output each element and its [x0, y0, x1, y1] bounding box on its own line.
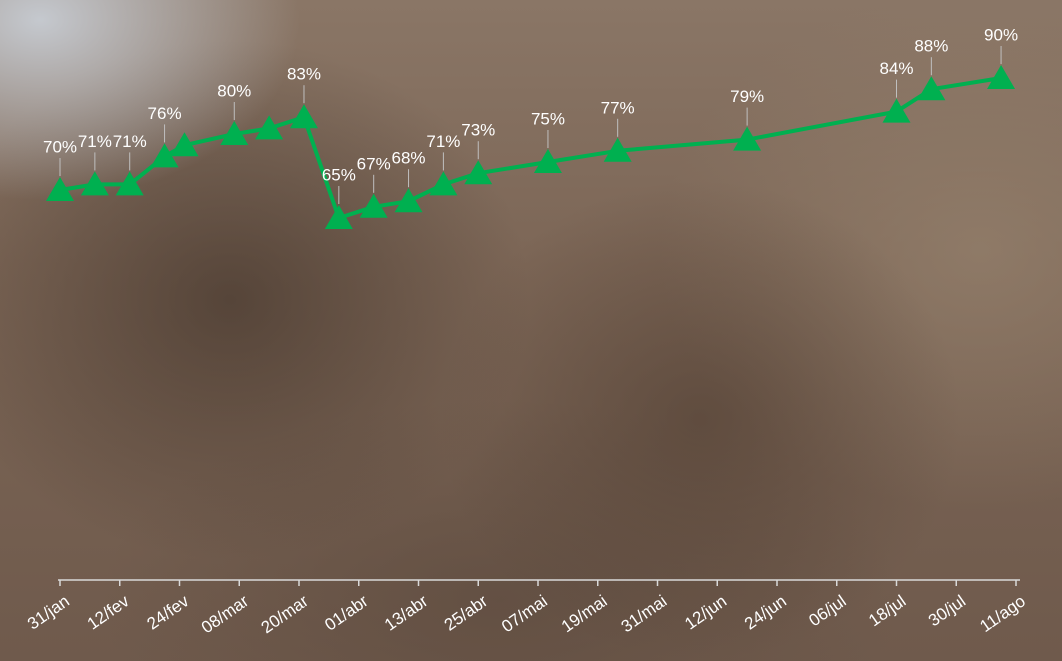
- x-tick-label: 01/abr: [321, 591, 372, 634]
- data-label: 77%: [601, 98, 635, 117]
- x-tick-label: 18/jul: [865, 591, 909, 630]
- marker: [290, 104, 318, 128]
- page: {"chart_data": {"type": "line", "x": ["3…: [0, 0, 1062, 661]
- marker: [883, 99, 911, 123]
- x-tick-label: 07/mai: [498, 591, 551, 636]
- x-tick-label: 06/jul: [805, 591, 849, 630]
- data-label: 80%: [217, 81, 251, 100]
- data-label: 73%: [461, 121, 495, 140]
- x-tick-label: 24/jun: [741, 591, 790, 633]
- data-label: 65%: [322, 165, 356, 184]
- data-label: 70%: [43, 137, 77, 156]
- x-tick-label: 12/jun: [681, 591, 730, 633]
- marker: [987, 65, 1015, 89]
- data-label: 75%: [531, 109, 565, 128]
- x-tick-label: 20/mar: [258, 591, 313, 637]
- data-label: 67%: [357, 154, 391, 173]
- x-tick-label: 19/mai: [558, 591, 611, 636]
- x-tick-label: 24/fev: [144, 591, 193, 633]
- data-label: 68%: [392, 149, 426, 168]
- x-tick-label: 30/jul: [925, 591, 969, 630]
- data-label: 71%: [78, 132, 112, 151]
- data-label: 90%: [984, 25, 1018, 44]
- marker: [255, 115, 283, 139]
- data-label: 83%: [287, 65, 321, 84]
- x-tick-label: 11/ago: [976, 591, 1028, 636]
- x-tick-label: 31/jan: [24, 591, 73, 633]
- x-tick-label: 13/abr: [381, 591, 432, 634]
- data-label: 71%: [426, 132, 460, 151]
- data-label: 71%: [113, 132, 147, 151]
- marker: [429, 171, 457, 195]
- series-line: [60, 78, 1001, 218]
- data-label: 84%: [879, 59, 913, 78]
- data-label: 76%: [148, 104, 182, 123]
- marker: [325, 205, 353, 229]
- x-tick-label: 25/abr: [441, 591, 492, 634]
- data-label: 79%: [730, 87, 764, 106]
- x-tick-label: 12/fev: [84, 591, 133, 633]
- x-tick-label: 08/mar: [198, 591, 253, 637]
- x-tick-label: 31/mai: [618, 591, 671, 636]
- data-label: 88%: [914, 37, 948, 56]
- marker: [395, 188, 423, 212]
- chart: 31/jan 12/fev 24/fev08/mar20/mar01/abr13/a…: [0, 0, 1062, 661]
